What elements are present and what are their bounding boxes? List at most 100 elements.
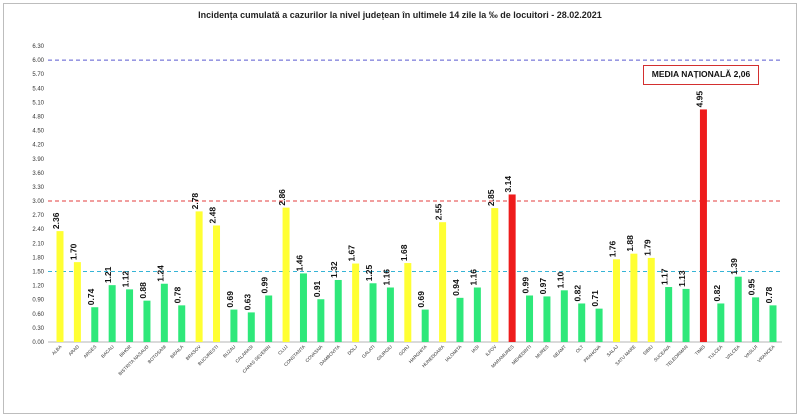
- data-label: 1.88: [625, 235, 635, 252]
- y-tick-label: 6.30: [32, 44, 44, 50]
- bar: [230, 309, 238, 342]
- category-label: NEAMT: [552, 344, 567, 359]
- bar: [769, 305, 777, 342]
- category-label: GIURGIU: [376, 344, 393, 361]
- data-label: 1.12: [121, 271, 131, 288]
- data-label: 2.55: [434, 203, 444, 220]
- data-label: 0.99: [260, 277, 270, 294]
- data-label: 0.91: [312, 280, 322, 297]
- category-label: TIMIS: [694, 344, 706, 356]
- bar: [421, 309, 429, 342]
- y-tick-label: 4.80: [32, 114, 44, 120]
- data-label: 2.48: [208, 207, 218, 224]
- y-tick-label: 0.90: [32, 298, 44, 304]
- y-tick-label: 4.50: [32, 129, 44, 135]
- bar: [108, 285, 116, 342]
- data-label: 1.68: [399, 244, 409, 261]
- data-label: 1.10: [555, 272, 565, 289]
- bar: [473, 287, 481, 342]
- bar: [265, 295, 273, 342]
- data-label: 0.63: [242, 294, 252, 311]
- data-label: 0.88: [138, 282, 148, 299]
- bar: [317, 299, 325, 342]
- y-tick-label: 3.00: [32, 199, 44, 205]
- category-label: BOTOSANI: [147, 344, 167, 364]
- category-label: VALCEA: [725, 344, 742, 361]
- bar: [213, 225, 221, 342]
- category-label: IASI: [470, 344, 480, 354]
- data-label: 0.71: [590, 290, 600, 307]
- y-tick-label: 4.20: [32, 143, 44, 149]
- data-label: 0.78: [764, 287, 774, 304]
- data-label: 1.13: [677, 270, 687, 287]
- y-tick-label: 2.10: [32, 241, 44, 247]
- bar: [247, 312, 255, 342]
- data-label: 1.25: [364, 264, 374, 281]
- bar: [699, 109, 707, 342]
- data-label: 0.69: [225, 291, 235, 308]
- data-label: 1.70: [68, 243, 78, 260]
- category-label: TULCEA: [707, 344, 724, 361]
- bar: [143, 300, 151, 342]
- data-label: 1.67: [347, 245, 357, 262]
- category-label: ALBA: [51, 344, 64, 357]
- category-label: BACAU: [100, 344, 115, 359]
- category-label: PRAHOVA: [583, 344, 603, 364]
- data-label: 2.86: [277, 189, 287, 206]
- y-tick-label: 3.30: [32, 185, 44, 191]
- bar: [386, 287, 394, 342]
- bar: [560, 290, 568, 342]
- y-tick-label: 1.20: [32, 284, 44, 290]
- category-label: VRANCEA: [756, 344, 776, 364]
- category-label: MURES: [534, 344, 549, 359]
- bar: [630, 253, 638, 342]
- category-label: CLUJ: [277, 344, 289, 356]
- chart-title: Incidența cumulată a cazurilor la nivel …: [198, 10, 602, 20]
- data-label: 0.74: [86, 288, 96, 305]
- bar: [439, 222, 447, 342]
- bar: [682, 288, 690, 342]
- category-label: ARAD: [68, 344, 81, 357]
- data-label: 1.76: [607, 240, 617, 257]
- bar: [160, 283, 168, 342]
- data-label: 0.97: [538, 278, 548, 295]
- y-tick-label: 5.40: [32, 86, 44, 92]
- bar: [456, 297, 464, 342]
- category-label: BRASOV: [185, 344, 203, 362]
- category-label: OLT: [575, 344, 585, 354]
- bar: [178, 305, 186, 342]
- y-tick-label: 6.00: [32, 58, 44, 64]
- y-tick-label: 0.60: [32, 312, 44, 318]
- category-label: ARGES: [83, 344, 98, 359]
- data-label: 3.14: [503, 176, 513, 193]
- bar: [665, 287, 673, 342]
- data-label: 1.32: [329, 261, 339, 278]
- bar: [334, 279, 342, 342]
- data-label: 0.78: [173, 287, 183, 304]
- data-label: 2.78: [190, 193, 200, 210]
- category-label: DOLJ: [346, 344, 358, 356]
- data-label: 2.85: [486, 189, 496, 206]
- y-tick-label: 5.10: [32, 100, 44, 106]
- bar: [578, 303, 586, 342]
- bar: [299, 273, 307, 342]
- category-label: BRAILA: [169, 344, 185, 360]
- bar: [543, 296, 551, 342]
- bar: [282, 207, 290, 342]
- data-label: 1.16: [381, 269, 391, 286]
- data-label: 1.24: [155, 265, 165, 282]
- y-tick-label: 5.70: [32, 72, 44, 78]
- bar: [595, 308, 603, 342]
- category-label: BUZAU: [222, 344, 237, 359]
- bar: [647, 257, 655, 342]
- bar: [752, 297, 760, 342]
- bar: [404, 263, 412, 342]
- national-average-legend: MEDIA NAȚIONALĂ 2,06: [643, 65, 759, 85]
- y-tick-label: 0.30: [32, 326, 44, 332]
- category-label: BIHOR: [118, 344, 132, 358]
- data-label: 1.21: [103, 266, 113, 283]
- y-tick-label: 0.00: [32, 340, 44, 346]
- data-label: 0.95: [747, 279, 757, 296]
- bar: [491, 208, 499, 342]
